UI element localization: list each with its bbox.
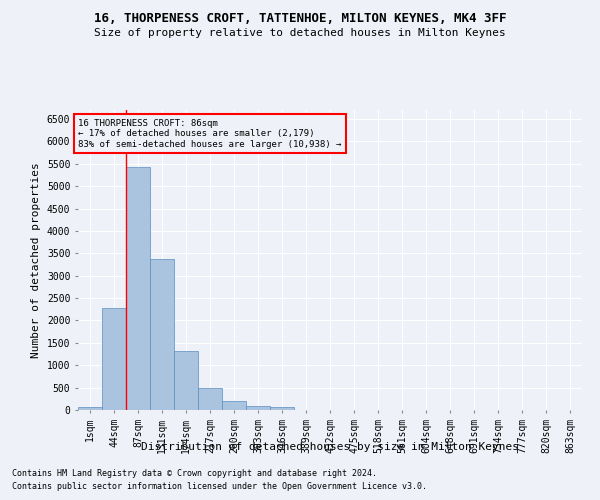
Bar (126, 167, 150, 410)
Text: Distribution of detached houses by size in Milton Keynes: Distribution of detached houses by size … (141, 442, 519, 452)
Text: Contains HM Land Registry data © Crown copyright and database right 2024.: Contains HM Land Registry data © Crown c… (12, 468, 377, 477)
Text: Size of property relative to detached houses in Milton Keynes: Size of property relative to detached ho… (94, 28, 506, 38)
Text: 16 THORPENESS CROFT: 86sqm
← 17% of detached houses are smaller (2,179)
83% of s: 16 THORPENESS CROFT: 86sqm ← 17% of deta… (79, 119, 342, 149)
Bar (198, 388, 222, 410)
Bar (78, 407, 102, 410)
Bar (174, 352, 198, 410)
Text: 16, THORPENESS CROFT, TATTENHOE, MILTON KEYNES, MK4 3FF: 16, THORPENESS CROFT, TATTENHOE, MILTON … (94, 12, 506, 26)
Bar (102, 308, 126, 410)
Bar (246, 406, 270, 410)
Text: Contains public sector information licensed under the Open Government Licence v3: Contains public sector information licen… (12, 482, 427, 491)
Y-axis label: Number of detached properties: Number of detached properties (31, 162, 41, 358)
Bar (270, 407, 294, 410)
Bar (150, 258, 174, 410)
Bar (222, 400, 246, 410)
